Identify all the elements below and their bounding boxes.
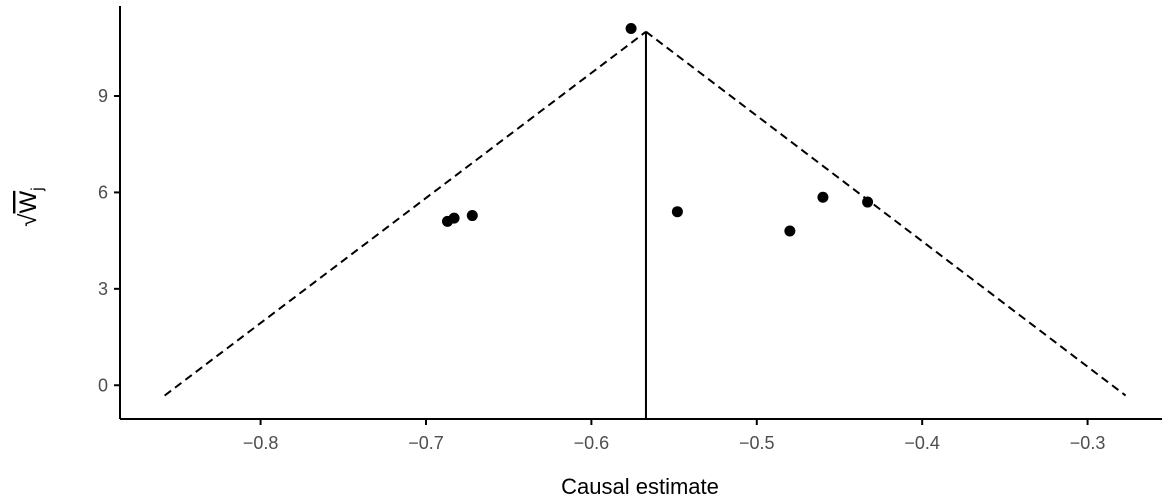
x-tick-label: −0.3: [1070, 433, 1106, 453]
data-point: [671, 206, 683, 218]
data-point: [862, 196, 874, 208]
data-point: [784, 225, 796, 237]
data-point: [817, 191, 829, 203]
funnel-right-line: [645, 30, 1127, 397]
x-tick-label: −0.4: [904, 433, 940, 453]
y-tick-label: 9: [98, 86, 108, 106]
svg-text:√Wj: √Wj: [15, 187, 46, 226]
y-axis: 0 3 6 9: [98, 6, 121, 419]
plot-area: [164, 22, 1127, 419]
y-axis-title-radical: √: [15, 213, 42, 227]
x-axis: −0.8 −0.7 −0.6 −0.5 −0.4 −0.3: [120, 418, 1162, 453]
data-point: [466, 210, 478, 222]
x-tick-label: −0.6: [574, 433, 610, 453]
x-tick-label: −0.8: [243, 433, 279, 453]
funnel-left-line: [164, 30, 647, 397]
y-axis-title: √Wj: [15, 187, 46, 226]
x-tick-label: −0.5: [739, 433, 775, 453]
x-tick-label: −0.7: [408, 433, 444, 453]
y-tick-label: 6: [98, 182, 108, 202]
y-axis-title-subscript: j: [29, 187, 46, 192]
y-axis-title-base: W: [15, 191, 42, 214]
y-tick-label: 0: [98, 375, 108, 395]
data-point: [448, 212, 460, 224]
x-axis-title: Causal estimate: [561, 474, 719, 499]
y-tick-label: 3: [98, 279, 108, 299]
data-point: [625, 22, 637, 34]
